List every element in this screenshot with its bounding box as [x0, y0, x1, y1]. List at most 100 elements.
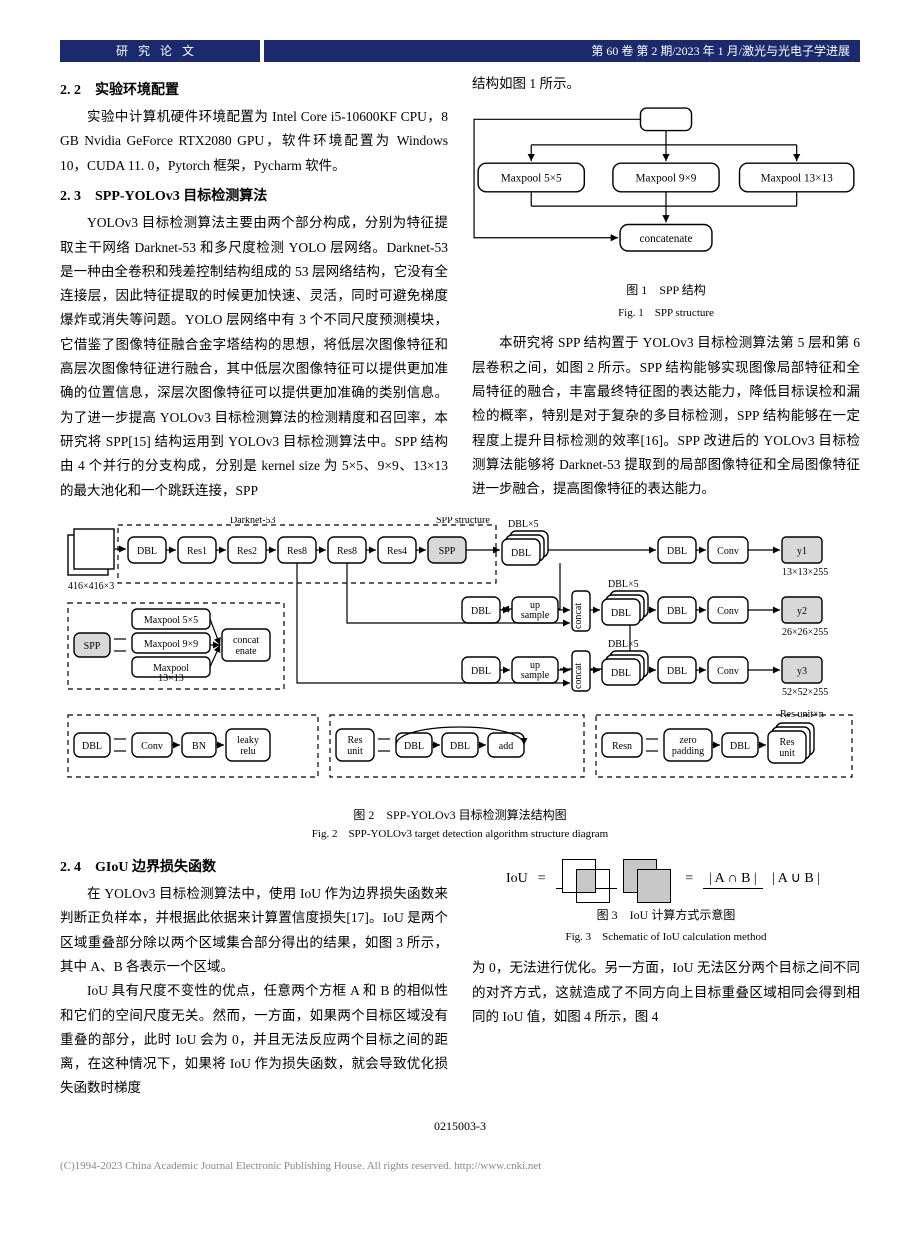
svg-text:Res: Res [348, 735, 363, 746]
fig2-def-dbl3: DBL [450, 741, 470, 752]
fig2-conv2: Conv [717, 606, 739, 617]
fig2-dblstack1: DBL [511, 548, 531, 559]
figure-3: IoU = [472, 859, 860, 899]
fig2-spp: SPP [439, 546, 456, 557]
footer: (C)1994-2023 China Academic Journal Elec… [0, 1154, 920, 1192]
col2-p0: 结构如图 1 所示。 [472, 72, 860, 96]
fig2-dbl-mid2: DBL [471, 666, 491, 677]
fig2-def-add: add [499, 741, 513, 752]
fig2-dblx5-3: DBL×5 [608, 639, 639, 650]
equals-1: = [538, 866, 546, 891]
left-column: 2. 2 实验环境配置 实验中计算机硬件环境配置为 Intel Core i5-… [60, 72, 448, 503]
figure-2: Darknet-53 416×416×3 DBL Res1 Res2 Res8 … [60, 517, 860, 841]
svg-text:Res: Res [780, 737, 795, 748]
fig2-res8a: Res8 [287, 546, 307, 557]
fig2-conv3: Conv [717, 666, 739, 677]
fig2-res4: Res4 [387, 546, 407, 557]
fig2-darknet-label: Darknet-53 [230, 517, 276, 526]
svg-text:unit: unit [779, 748, 795, 759]
iou-bot: | A ∪ B | [766, 869, 826, 886]
fig1-svg: Maxpool 5×5 Maxpool 9×9 Maxpool 13×13 co… [472, 104, 860, 267]
col2b-p1: 为 0，无法进行优化。另一方面，IoU 无法区分两个目标之间不同的对齐方式，这就… [472, 956, 860, 1029]
sec-2-3-p1: YOLOv3 目标检测算法主要由两个部分构成，分别为特征提取主干网络 Darkn… [60, 211, 448, 503]
fig2-resunitn: Res unit×n [780, 709, 824, 720]
iou-frac-boxes [556, 859, 676, 899]
top-columns: 2. 2 实验环境配置 实验中计算机硬件环境配置为 Intel Core i5-… [60, 72, 860, 503]
iou-frac-formula: | A ∩ B | | A ∪ B | [703, 866, 826, 891]
fig2-caption-en: Fig. 2 SPP-YOLOv3 target detection algor… [60, 825, 860, 841]
fig2-y3: y3 [797, 666, 807, 677]
equals-2: = [685, 866, 693, 891]
fig2-dblstack2: DBL [611, 608, 631, 619]
fig2-res8b: Res8 [337, 546, 357, 557]
fig2-y1d: 13×13×255 [782, 567, 828, 578]
fig2-dblx5-2: DBL×5 [608, 579, 639, 590]
fig2-y2: y2 [797, 606, 807, 617]
fig1-caption-cn: 图 1 SPP 结构 [472, 280, 860, 302]
fig2-dbl-mid1: DBL [471, 606, 491, 617]
fig1-concat: concatenate [640, 233, 693, 245]
svg-text:sample: sample [521, 610, 550, 621]
sec-2-2-title: 2. 2 实验环境配置 [60, 78, 448, 103]
fig2-y1: y1 [797, 546, 807, 557]
svg-text:padding: padding [672, 746, 704, 757]
bottom-right-column: IoU = [472, 849, 860, 1101]
fig2-def-dbl2: DBL [404, 741, 424, 752]
fig2-input-dim: 416×416×3 [68, 581, 114, 592]
svg-text:leaky: leaky [237, 735, 259, 746]
iou-top: | A ∩ B | [703, 871, 763, 889]
fig2-concat2: concat [573, 603, 584, 629]
right-column: 结构如图 1 所示。 Maxpool 5×5 Maxpool 9×9 Maxpo… [472, 72, 860, 503]
iou-label: IoU [506, 866, 528, 891]
fig2-svg: Darknet-53 416×416×3 DBL Res1 Res2 Res8 … [60, 517, 860, 797]
page-number: 0215003-3 [60, 1119, 860, 1134]
sec-2-4-title: 2. 4 GIoU 边界损失函数 [60, 855, 448, 880]
fig1-mp5: Maxpool 5×5 [501, 173, 562, 185]
fig2-res2: Res2 [237, 546, 257, 557]
svg-text:concat: concat [233, 635, 259, 646]
svg-text:13×13: 13×13 [158, 673, 184, 684]
page-header: 研究论文 第 60 卷 第 2 期/2023 年 1 月/激光与光电子学进展 [60, 40, 860, 62]
fig2-dblx5-1: DBL×5 [508, 519, 539, 530]
svg-text:relu: relu [240, 746, 256, 757]
fig2-def-dbl4: DBL [730, 741, 750, 752]
fig2-def-dbl: DBL [82, 741, 102, 752]
bottom-columns: 2. 4 GIoU 边界损失函数 在 YOLOv3 目标检测算法中，使用 IoU… [60, 849, 860, 1101]
fig2-leg-mp9: Maxpool 9×9 [144, 639, 198, 650]
fig2-y3d: 52×52×255 [782, 687, 828, 698]
svg-text:sample: sample [521, 670, 550, 681]
header-right: 第 60 卷 第 2 期/2023 年 1 月/激光与光电子学进展 [264, 40, 860, 62]
figure-1: Maxpool 5×5 Maxpool 9×9 Maxpool 13×13 co… [472, 104, 860, 276]
header-left: 研究论文 [60, 40, 260, 62]
sec-2-4-p1: 在 YOLOv3 目标检测算法中，使用 IoU 作为边界损失函数来判断正负样本，… [60, 882, 448, 979]
page: 研究论文 第 60 卷 第 2 期/2023 年 1 月/激光与光电子学进展 2… [0, 0, 920, 1154]
sec-2-4-p2: IoU 具有尺度不变性的优点，任意两个方框 A 和 B 的相似性和它们的空间尺度… [60, 979, 448, 1100]
fig2-leg-mp5: Maxpool 5×5 [144, 615, 198, 626]
fig2-def-bn: BN [192, 741, 206, 752]
fig2-res1: Res1 [187, 546, 207, 557]
fig2-dbl-h1a: DBL [667, 546, 687, 557]
svg-text:unit: unit [347, 746, 363, 757]
fig2-y2d: 26×26×255 [782, 627, 828, 638]
svg-text:enate: enate [235, 646, 257, 657]
fig1-caption-en: Fig. 1 SPP structure [472, 304, 860, 324]
col2-p1: 本研究将 SPP 结构置于 YOLOv3 目标检测算法第 5 层和第 6 层卷积… [472, 331, 860, 501]
fig1-mp13: Maxpool 13×13 [761, 173, 833, 185]
svg-text:zero: zero [679, 735, 696, 746]
fig2-sppstruct: SPP structure [436, 517, 490, 526]
fig2-concat3: concat [573, 663, 584, 689]
sec-2-2-p1: 实验中计算机硬件环境配置为 Intel Core i5-10600KF CPU，… [60, 105, 448, 178]
sec-2-3-title: 2. 3 SPP-YOLOv3 目标检测算法 [60, 184, 448, 209]
fig2-dblstack3: DBL [611, 668, 631, 679]
fig2-leg-spp: SPP [84, 641, 101, 652]
fig3-caption-cn: 图 3 IoU 计算方式示意图 [472, 905, 860, 927]
fig2-dbl-h2a: DBL [667, 606, 687, 617]
fig2-dbl0: DBL [137, 546, 157, 557]
fig1-mp9: Maxpool 9×9 [636, 173, 697, 185]
fig3-caption-en: Fig. 3 Schematic of IoU calculation meth… [472, 928, 860, 948]
fig2-def-conv: Conv [141, 741, 163, 752]
fig2-conv1: Conv [717, 546, 739, 557]
fig2-dbl-h3a: DBL [667, 666, 687, 677]
fig2-caption-cn: 图 2 SPP-YOLOv3 目标检测算法结构图 [60, 806, 860, 823]
bottom-left-column: 2. 4 GIoU 边界损失函数 在 YOLOv3 目标检测算法中，使用 IoU… [60, 849, 448, 1101]
